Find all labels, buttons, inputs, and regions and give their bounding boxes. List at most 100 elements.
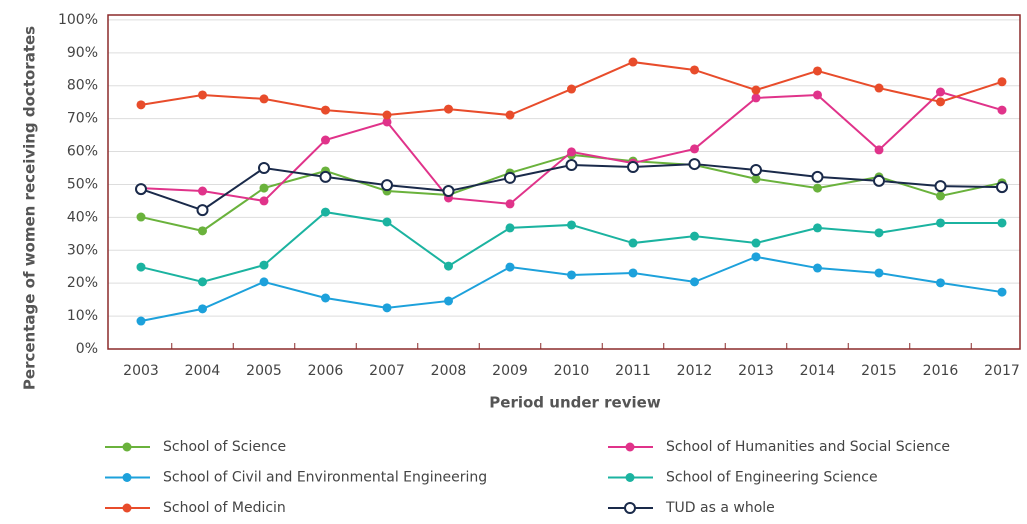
data-point bbox=[997, 105, 1007, 115]
y-tick-label: 100% bbox=[58, 12, 98, 28]
x-tick-label: 2017 bbox=[984, 363, 1020, 379]
data-point bbox=[813, 183, 822, 193]
y-tick-label: 40% bbox=[67, 209, 98, 225]
data-point bbox=[750, 163, 762, 176]
series-line bbox=[140, 255, 1003, 323]
data-point bbox=[198, 90, 207, 100]
data-point bbox=[690, 144, 699, 154]
data-point bbox=[504, 171, 516, 184]
data-point bbox=[627, 161, 639, 174]
data-point bbox=[259, 94, 269, 104]
data-point bbox=[628, 268, 638, 278]
data-point bbox=[135, 183, 147, 196]
y-tick-label: 10% bbox=[67, 308, 98, 324]
data-point bbox=[565, 159, 578, 172]
data-point bbox=[751, 93, 761, 103]
legend-label: School of Science bbox=[163, 439, 286, 455]
legend-marker bbox=[625, 473, 635, 482]
data-point bbox=[934, 180, 947, 193]
data-point bbox=[258, 162, 270, 175]
data-point bbox=[136, 212, 146, 222]
data-point bbox=[196, 204, 209, 217]
data-point bbox=[751, 238, 761, 248]
data-point bbox=[813, 90, 822, 100]
legend-marker bbox=[122, 442, 132, 452]
data-point bbox=[567, 147, 576, 157]
y-tick-label: 30% bbox=[67, 242, 98, 258]
data-point bbox=[381, 179, 393, 192]
data-point bbox=[444, 261, 453, 271]
data-point bbox=[936, 191, 945, 201]
legend-marker bbox=[122, 503, 132, 513]
x-tick-label: 2016 bbox=[923, 363, 959, 379]
legend-label: School of Engineering Science bbox=[666, 470, 878, 486]
data-point bbox=[382, 110, 392, 120]
legend-marker bbox=[624, 502, 636, 514]
data-point bbox=[505, 110, 515, 120]
data-point bbox=[321, 135, 330, 145]
data-point bbox=[505, 223, 515, 233]
data-point bbox=[936, 218, 945, 228]
data-point bbox=[136, 262, 146, 272]
x-tick-label: 2013 bbox=[738, 363, 774, 379]
x-tick-label: 2003 bbox=[123, 363, 159, 379]
data-point bbox=[996, 181, 1008, 194]
data-point bbox=[198, 304, 207, 314]
x-tick-label: 2008 bbox=[431, 363, 467, 379]
data-point bbox=[321, 207, 330, 217]
data-point bbox=[567, 220, 576, 230]
x-tick-label: 2012 bbox=[677, 363, 713, 379]
legend-marker bbox=[122, 473, 132, 482]
x-tick-label: 2010 bbox=[554, 363, 590, 379]
data-point bbox=[751, 252, 761, 262]
data-point bbox=[873, 174, 885, 187]
data-point bbox=[259, 260, 269, 270]
data-point bbox=[505, 262, 515, 272]
data-point bbox=[321, 293, 330, 303]
y-axis-title: Percentage of women receiving doctorates bbox=[21, 26, 39, 390]
x-tick-label: 2005 bbox=[246, 363, 282, 379]
data-point bbox=[751, 174, 761, 184]
data-point bbox=[874, 228, 884, 238]
y-tick-label: 90% bbox=[67, 45, 98, 61]
data-point bbox=[136, 100, 146, 110]
legend-label: School of Humanities and Social Science bbox=[666, 439, 950, 455]
plot-frame bbox=[107, 14, 1021, 350]
data-point bbox=[997, 77, 1007, 87]
data-point bbox=[382, 303, 392, 313]
data-point bbox=[690, 65, 699, 75]
data-point bbox=[382, 117, 392, 127]
data-point bbox=[936, 87, 945, 97]
data-point bbox=[874, 145, 884, 155]
data-point bbox=[936, 97, 945, 107]
data-point bbox=[198, 186, 207, 196]
data-point bbox=[690, 277, 699, 287]
data-point bbox=[567, 84, 576, 94]
data-point bbox=[444, 104, 453, 114]
data-point bbox=[811, 170, 824, 183]
x-tick-label: 2015 bbox=[861, 363, 897, 379]
x-tick-label: 2006 bbox=[308, 363, 344, 379]
data-point bbox=[259, 277, 269, 287]
data-point bbox=[321, 105, 330, 115]
legend-label: TUD as a whole bbox=[665, 500, 775, 516]
data-point bbox=[444, 296, 453, 306]
data-point bbox=[997, 218, 1007, 228]
legend-label: School of Medicin bbox=[163, 500, 286, 516]
data-point bbox=[874, 83, 884, 93]
data-point bbox=[813, 66, 822, 76]
data-point bbox=[259, 183, 269, 193]
data-point bbox=[751, 85, 761, 95]
data-point bbox=[198, 226, 207, 236]
data-point bbox=[936, 278, 945, 288]
legend-marker bbox=[625, 442, 635, 452]
data-point bbox=[628, 238, 638, 248]
y-tick-label: 80% bbox=[67, 78, 98, 94]
data-point bbox=[319, 170, 332, 183]
legend-label: School of Civil and Environmental Engine… bbox=[163, 470, 487, 486]
data-point bbox=[567, 270, 576, 280]
data-point bbox=[259, 196, 269, 206]
y-tick-label: 0% bbox=[76, 341, 98, 357]
y-tick-label: 50% bbox=[67, 176, 98, 192]
